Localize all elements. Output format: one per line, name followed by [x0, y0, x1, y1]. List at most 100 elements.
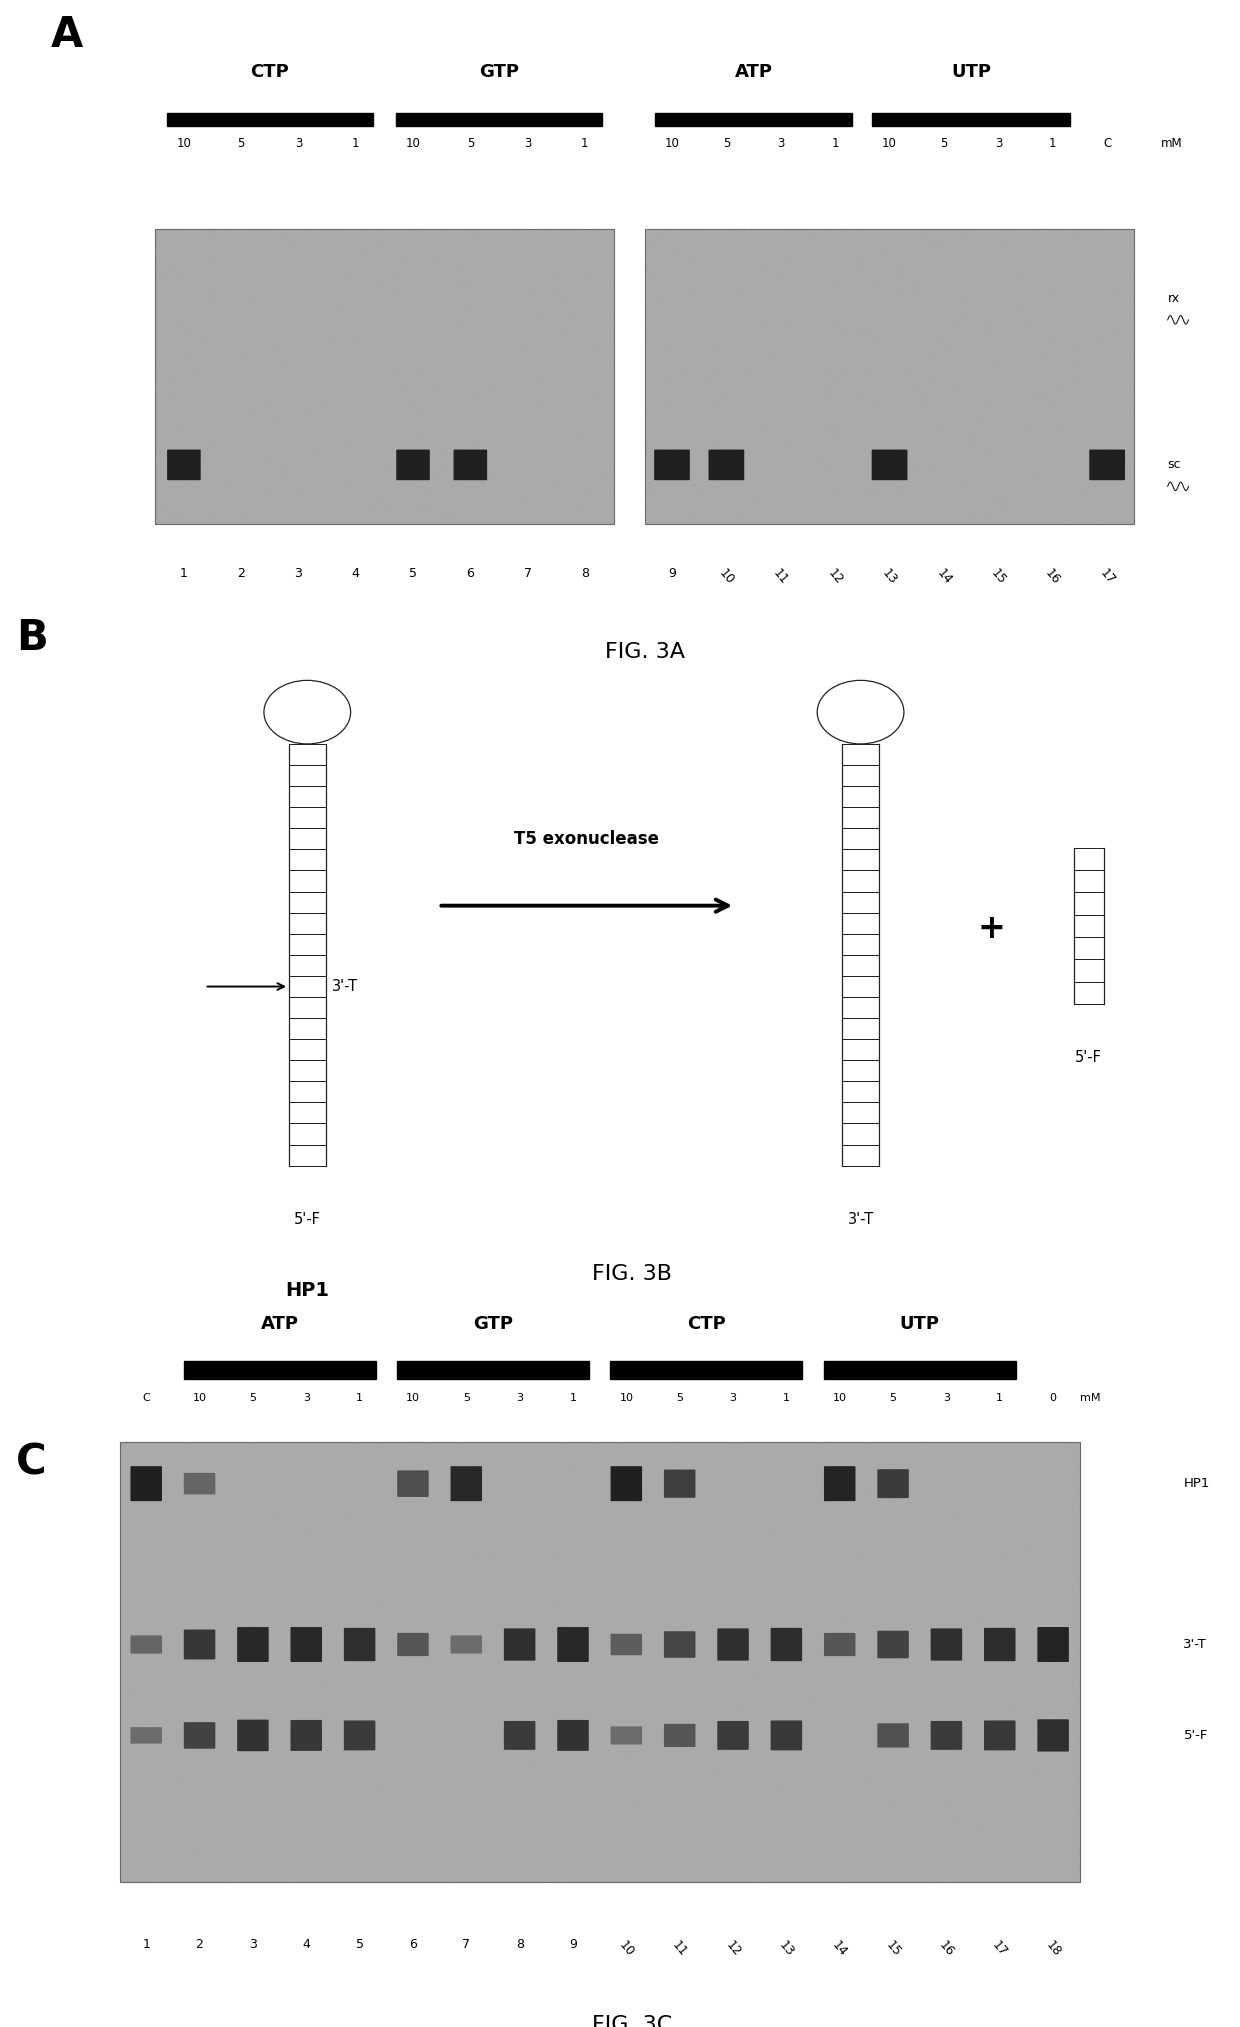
Point	[712, 1778, 732, 1810]
Point	[777, 1437, 797, 1470]
Point	[367, 1591, 387, 1624]
Point	[667, 239, 687, 272]
Point	[1013, 1595, 1033, 1628]
Point	[1025, 1593, 1045, 1626]
Point	[981, 1735, 1001, 1768]
Point	[987, 1597, 1007, 1630]
Point	[315, 1510, 335, 1543]
Point	[693, 282, 713, 314]
Point	[224, 1589, 244, 1622]
Point	[965, 1549, 985, 1581]
Point	[348, 1575, 368, 1607]
Point	[641, 1826, 661, 1859]
Point	[372, 1865, 392, 1897]
Point	[715, 1595, 735, 1628]
Point	[785, 314, 805, 347]
Point	[715, 257, 735, 290]
Point	[673, 341, 693, 373]
Point	[171, 493, 191, 525]
Point	[233, 261, 253, 294]
Point	[732, 264, 751, 296]
Point	[432, 493, 451, 525]
Point	[928, 1776, 947, 1808]
Point	[650, 470, 670, 503]
Point	[310, 442, 330, 474]
Point	[655, 1587, 675, 1620]
Point	[197, 472, 217, 505]
Point	[658, 482, 678, 515]
Point	[345, 476, 365, 509]
Point	[857, 1638, 877, 1670]
Point	[880, 332, 900, 365]
Point	[706, 324, 725, 357]
Point	[595, 1701, 615, 1733]
Point	[1084, 432, 1104, 464]
Point	[377, 1508, 397, 1541]
Point	[977, 245, 997, 278]
Point	[124, 1806, 144, 1838]
Point	[187, 334, 207, 367]
Point	[642, 349, 662, 381]
Point	[655, 1534, 675, 1567]
Point	[911, 1620, 931, 1652]
Point	[708, 286, 728, 318]
Point	[250, 288, 270, 320]
Point	[676, 1457, 696, 1490]
Point	[258, 1800, 278, 1832]
Point	[889, 399, 909, 432]
Point	[453, 1747, 472, 1780]
Point	[957, 1541, 977, 1573]
Point	[792, 1792, 812, 1824]
Point	[469, 1565, 489, 1597]
Point	[485, 1565, 505, 1597]
Point	[1100, 395, 1120, 428]
Point	[521, 371, 541, 403]
Point	[980, 493, 999, 525]
Point	[918, 1561, 937, 1593]
Point	[997, 454, 1017, 486]
Point	[761, 373, 781, 405]
Point	[171, 1553, 191, 1585]
Point	[383, 355, 403, 387]
Point	[877, 1682, 897, 1715]
Point	[582, 450, 601, 482]
Point	[491, 1741, 511, 1774]
Point	[737, 1494, 756, 1526]
Point	[823, 253, 843, 286]
Point	[801, 355, 821, 387]
Point	[143, 1851, 162, 1883]
Point	[768, 503, 787, 535]
Point	[373, 1575, 393, 1607]
Point	[470, 312, 490, 345]
Point	[203, 1646, 223, 1678]
Point	[959, 1693, 978, 1725]
Point	[993, 278, 1013, 310]
Point	[653, 1520, 673, 1553]
Point	[954, 1727, 973, 1759]
Point	[656, 468, 676, 501]
Point	[312, 322, 332, 355]
Point	[820, 1834, 839, 1867]
Point	[208, 501, 228, 533]
Point	[609, 1822, 629, 1855]
Point	[1101, 347, 1121, 379]
Point	[149, 1784, 169, 1816]
Point	[479, 249, 498, 282]
Point	[414, 1707, 434, 1739]
Point	[634, 1579, 653, 1611]
Point	[345, 1524, 365, 1557]
Point	[822, 1441, 842, 1474]
Point	[389, 1670, 409, 1703]
Point	[547, 274, 567, 306]
Point	[521, 1441, 541, 1474]
Point	[852, 353, 872, 385]
Point	[670, 1549, 689, 1581]
Point	[464, 1500, 484, 1532]
Point	[529, 1715, 549, 1747]
Point	[484, 227, 503, 259]
Point	[291, 375, 311, 407]
Point	[120, 1557, 140, 1589]
Point	[372, 253, 392, 286]
Point	[341, 229, 361, 261]
Point	[810, 1427, 830, 1459]
